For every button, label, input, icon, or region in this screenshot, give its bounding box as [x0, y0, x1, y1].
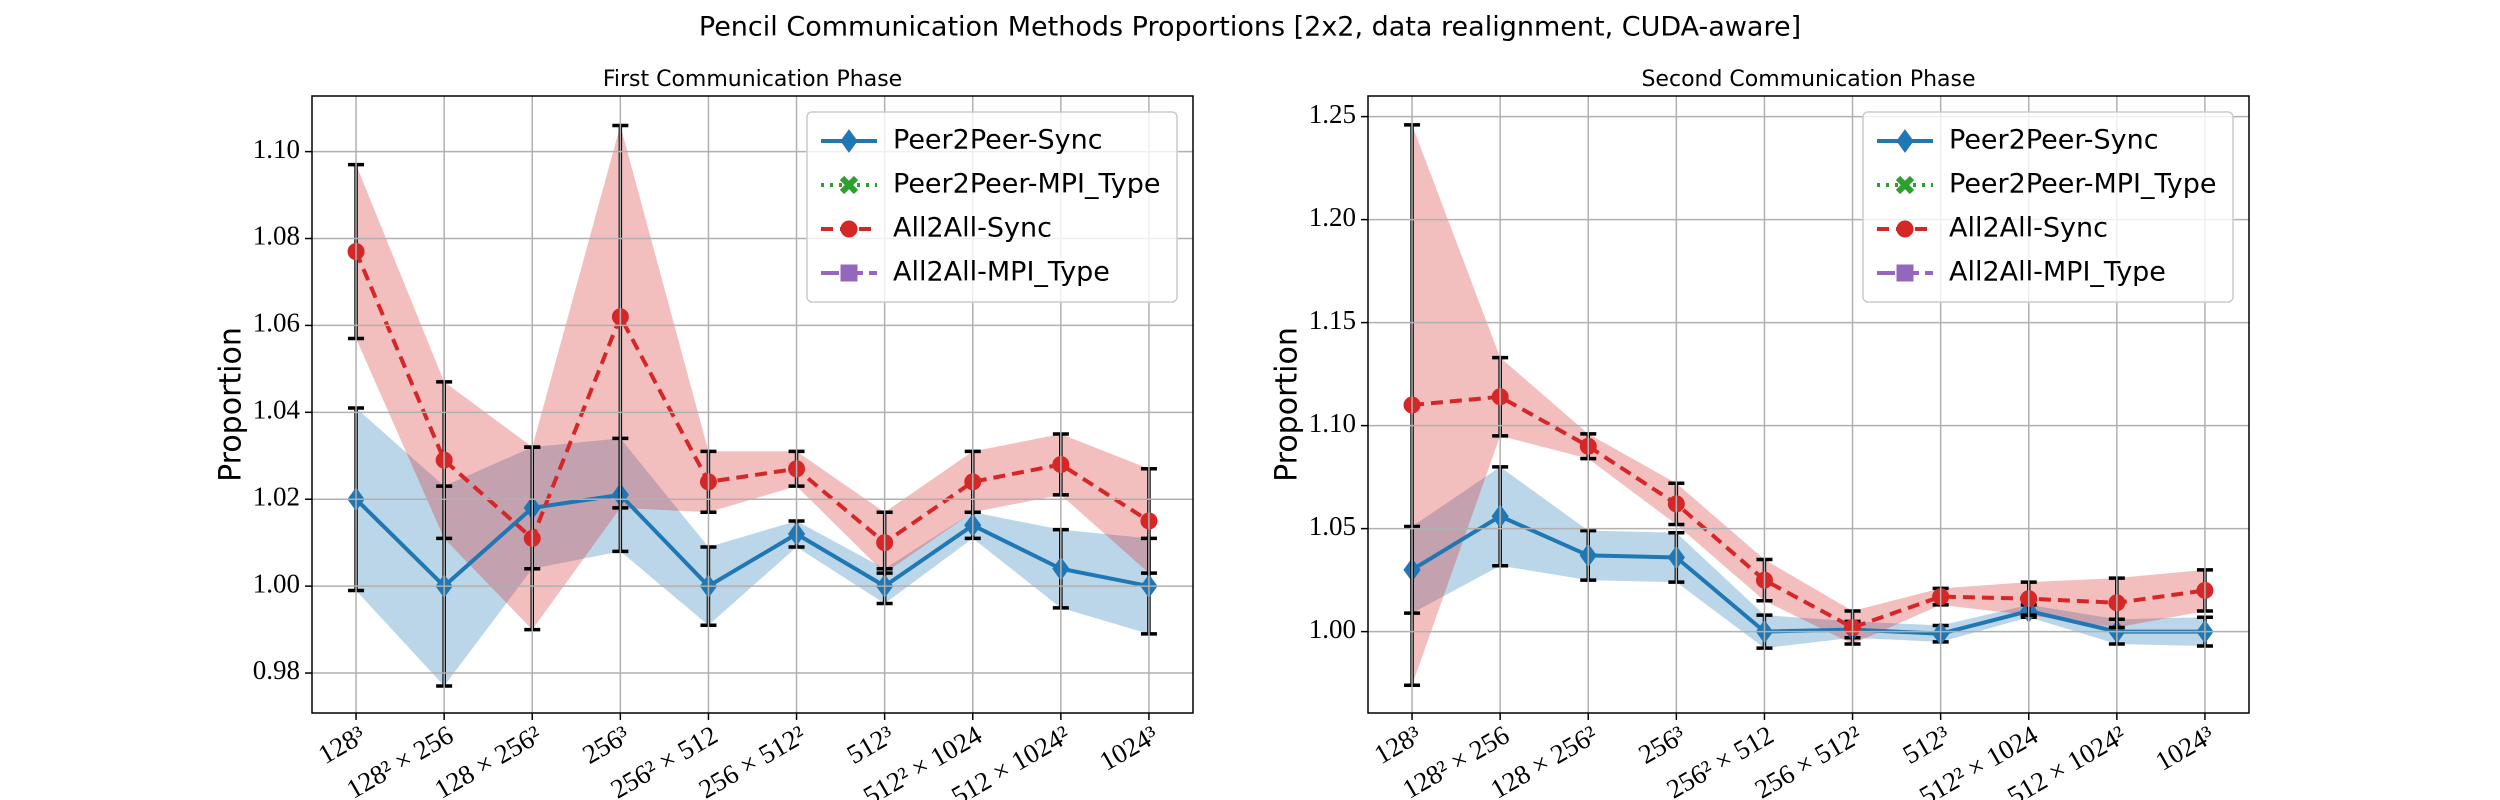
y-tick-label: 1.25	[1309, 99, 1356, 129]
y-tick-label: 1.00	[1309, 614, 1356, 644]
series-line	[1411, 514, 2205, 636]
legend-label: Peer2Peer-Sync	[893, 125, 1103, 156]
y-axis-label: Proportion	[1270, 327, 1305, 482]
legend-box	[1862, 111, 2234, 303]
y-tick-label: 1.15	[1309, 305, 1356, 335]
y-tick-label: 1.06	[253, 308, 300, 338]
subplot-title: First Communication Phase	[603, 67, 902, 92]
legend-label: All2All-Sync	[1949, 213, 2108, 244]
marker	[1896, 220, 1914, 238]
legend-label: Peer2Peer-Sync	[1949, 125, 2159, 156]
legend-label: All2All-Sync	[893, 213, 1052, 244]
subplot-title: Second Communication Phase	[1641, 67, 1975, 92]
axes-frame	[311, 95, 1194, 714]
legend-label: Peer2Peer-MPI_Type	[893, 169, 1161, 200]
y-tick-label: 1.10	[253, 134, 300, 164]
series-line	[1411, 394, 2206, 630]
y-tick-label: 0.98	[253, 655, 300, 685]
y-tick-label: 1.00	[253, 568, 300, 598]
marker	[840, 220, 858, 238]
marker	[1896, 129, 1914, 153]
y-tick-label: 1.10	[1309, 408, 1356, 438]
y-tick-label: 1.05	[1309, 511, 1356, 541]
legend-label: All2All-MPI_Type	[1949, 257, 2166, 288]
marker	[840, 264, 858, 282]
y-tick-label: 1.04	[253, 395, 301, 425]
series-line	[354, 492, 1150, 589]
y-tick-label: 1.20	[1309, 202, 1356, 232]
legend-label: All2All-MPI_Type	[893, 257, 1110, 288]
marker	[1895, 175, 1915, 195]
legend-label: Peer2Peer-MPI_Type	[1949, 169, 2217, 200]
figure-title: Pencil Communication Methods Proportions…	[699, 12, 1801, 43]
y-axis-label: Proportion	[214, 327, 249, 482]
marker	[840, 129, 858, 153]
marker	[1896, 264, 1914, 282]
marker	[839, 175, 859, 195]
legend-box	[806, 111, 1178, 303]
axes-frame	[1367, 95, 2250, 714]
error-band	[356, 407, 1149, 687]
y-tick-label: 1.02	[253, 481, 300, 511]
y-tick-label: 1.08	[253, 221, 300, 251]
